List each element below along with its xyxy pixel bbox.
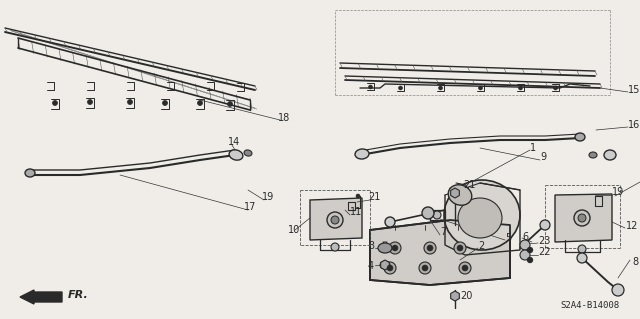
Circle shape (389, 242, 401, 254)
Ellipse shape (604, 150, 616, 160)
Circle shape (419, 262, 431, 274)
Circle shape (527, 257, 533, 263)
Ellipse shape (575, 133, 585, 141)
Ellipse shape (380, 261, 390, 269)
Text: 11: 11 (350, 207, 362, 217)
Circle shape (387, 265, 393, 271)
Polygon shape (555, 194, 612, 242)
Circle shape (540, 220, 550, 230)
Text: 6: 6 (522, 232, 528, 242)
Circle shape (392, 245, 398, 251)
Text: 15: 15 (628, 85, 640, 95)
FancyArrow shape (20, 290, 62, 304)
Text: 17: 17 (244, 202, 257, 212)
Circle shape (520, 250, 530, 260)
Ellipse shape (444, 180, 520, 250)
Text: 12: 12 (626, 221, 638, 231)
Polygon shape (370, 220, 510, 285)
Circle shape (459, 262, 471, 274)
Circle shape (331, 216, 339, 224)
Circle shape (198, 100, 202, 106)
Circle shape (577, 253, 587, 263)
Circle shape (52, 100, 58, 106)
Circle shape (385, 217, 395, 227)
Text: 14: 14 (228, 137, 240, 147)
Text: FR.: FR. (68, 290, 89, 300)
Circle shape (227, 101, 232, 107)
Circle shape (369, 85, 372, 89)
Text: 20: 20 (460, 291, 472, 301)
Text: 9: 9 (540, 152, 546, 162)
Text: 7: 7 (440, 227, 446, 237)
Circle shape (327, 212, 343, 228)
Text: 2: 2 (478, 241, 484, 251)
Text: 1: 1 (530, 143, 536, 153)
Circle shape (554, 86, 557, 90)
Circle shape (422, 207, 434, 219)
Circle shape (578, 214, 586, 222)
Ellipse shape (458, 198, 502, 238)
Text: 5: 5 (505, 233, 511, 243)
Circle shape (424, 242, 436, 254)
Circle shape (163, 100, 168, 106)
Ellipse shape (355, 149, 369, 159)
Text: 21: 21 (463, 180, 476, 190)
Text: 8: 8 (632, 257, 638, 267)
Circle shape (612, 284, 624, 296)
Circle shape (574, 210, 590, 226)
Circle shape (399, 86, 403, 90)
Ellipse shape (25, 169, 35, 177)
Circle shape (527, 247, 533, 253)
Polygon shape (310, 198, 362, 240)
Circle shape (384, 262, 396, 274)
Circle shape (578, 245, 586, 253)
Circle shape (433, 211, 441, 219)
Text: 4: 4 (368, 261, 374, 271)
Ellipse shape (229, 150, 243, 160)
Circle shape (422, 265, 428, 271)
Circle shape (457, 245, 463, 251)
Ellipse shape (378, 243, 392, 253)
Text: 16: 16 (628, 120, 640, 130)
Circle shape (438, 86, 442, 90)
Text: 23: 23 (538, 236, 550, 246)
Ellipse shape (448, 185, 472, 205)
Text: 21: 21 (368, 192, 380, 202)
Circle shape (331, 243, 339, 251)
Text: 10: 10 (288, 225, 300, 235)
Ellipse shape (244, 150, 252, 156)
Ellipse shape (589, 152, 597, 158)
Text: 18: 18 (278, 113, 291, 123)
Circle shape (520, 240, 530, 250)
Circle shape (454, 242, 466, 254)
Circle shape (518, 86, 522, 90)
Text: 19: 19 (612, 187, 624, 197)
Circle shape (127, 100, 132, 105)
Text: 22: 22 (538, 247, 550, 257)
Circle shape (462, 265, 468, 271)
Circle shape (356, 194, 360, 198)
Circle shape (479, 86, 483, 90)
Text: S2A4-B14008: S2A4-B14008 (560, 300, 619, 309)
Text: 3: 3 (368, 241, 374, 251)
Circle shape (88, 100, 93, 105)
Circle shape (427, 245, 433, 251)
Text: 19: 19 (262, 192, 275, 202)
